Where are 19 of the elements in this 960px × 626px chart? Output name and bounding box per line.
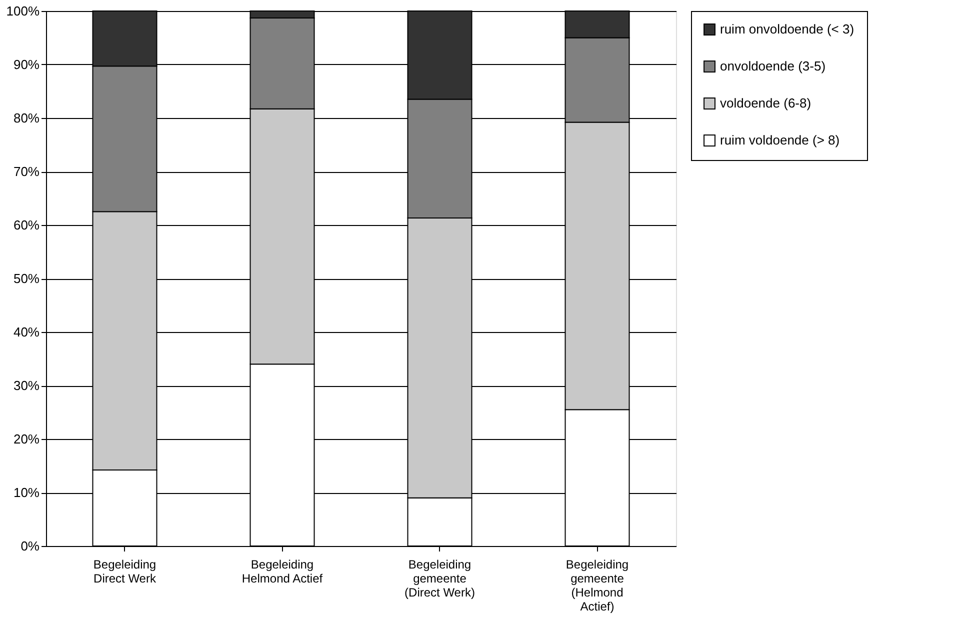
y-tick-label: 50%: [13, 271, 40, 286]
y-tick-label: 0%: [20, 538, 40, 554]
y-tick-label: 40%: [13, 324, 40, 340]
y-tick-label: 80%: [13, 110, 40, 126]
legend-label: ruim onvoldoende (< 3): [720, 22, 854, 36]
legend-label: ruim voldoende (> 8): [720, 132, 840, 148]
y-tick-label: 70%: [13, 164, 40, 179]
legend-label: onvoldoende (3-5): [720, 58, 826, 74]
y-tick-label: 100%: [6, 4, 40, 18]
y-tick-label: 20%: [13, 432, 40, 446]
x-tick-label: Begeleiding Helmond Actief: [242, 558, 324, 586]
legend-label: voldoende (6-8): [720, 96, 812, 110]
x-tick-label: Begeleiding gemeente (Direct Werk): [404, 558, 475, 600]
y-tick-label: 90%: [13, 57, 40, 72]
x-tick-label: Begeleiding gemeente (Helmond Actief): [566, 558, 629, 614]
y-tick-label: 60%: [13, 218, 40, 232]
x-tick-label: Begeleiding Direct Werk: [93, 558, 157, 586]
y-tick-label: 10%: [13, 485, 40, 500]
y-tick-label: 30%: [13, 378, 40, 393]
